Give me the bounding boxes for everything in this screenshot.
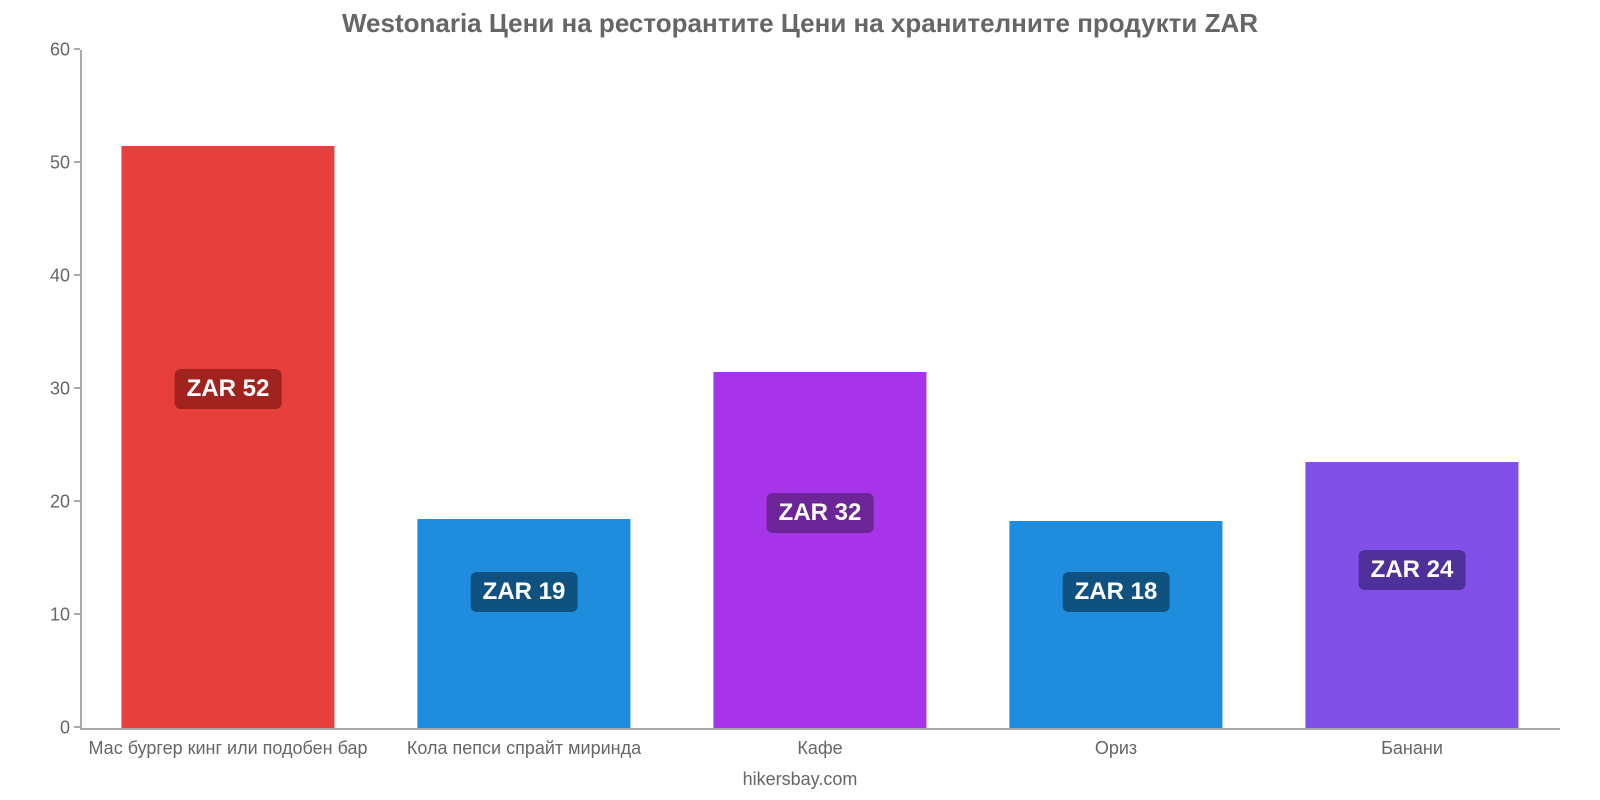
value-badge: ZAR 52 [175,369,282,409]
x-tick-label: Кафе [797,728,842,759]
x-tick-label: Банани [1381,728,1443,759]
y-tick-label: 50 [50,153,80,174]
y-tick-label: 40 [50,266,80,287]
bar-rect [121,146,334,728]
value-badge: ZAR 19 [471,572,578,612]
bar-rect [713,372,926,728]
bar [121,146,334,728]
bar [1305,462,1518,728]
y-tick-label: 30 [50,379,80,400]
bar-rect [1305,462,1518,728]
y-tick-label: 20 [50,492,80,513]
bar-rect [1009,521,1222,728]
value-badge: ZAR 24 [1359,550,1466,590]
y-tick-label: 0 [60,718,80,739]
chart-title: Westonaria Цени на ресторантите Цени на … [0,0,1600,39]
value-badge: ZAR 32 [767,493,874,533]
x-tick-label: Ориз [1095,728,1137,759]
chart-region: 0102030405060 Мас бургер кинг или подобе… [80,50,1560,730]
y-tick-label: 10 [50,605,80,626]
bar [713,372,926,728]
value-badge: ZAR 18 [1063,572,1170,612]
plot-area: 0102030405060 Мас бургер кинг или подобе… [80,50,1560,730]
x-tick-label: Кола пепси спрайт миринда [407,728,641,759]
bar [1009,521,1222,728]
bars-layer [80,50,1560,728]
x-tick-label: Мас бургер кинг или подобен бар [88,728,367,759]
attribution-text: hikersbay.com [0,769,1600,790]
bar [417,519,630,728]
bar-rect [417,519,630,728]
y-tick-label: 60 [50,40,80,61]
